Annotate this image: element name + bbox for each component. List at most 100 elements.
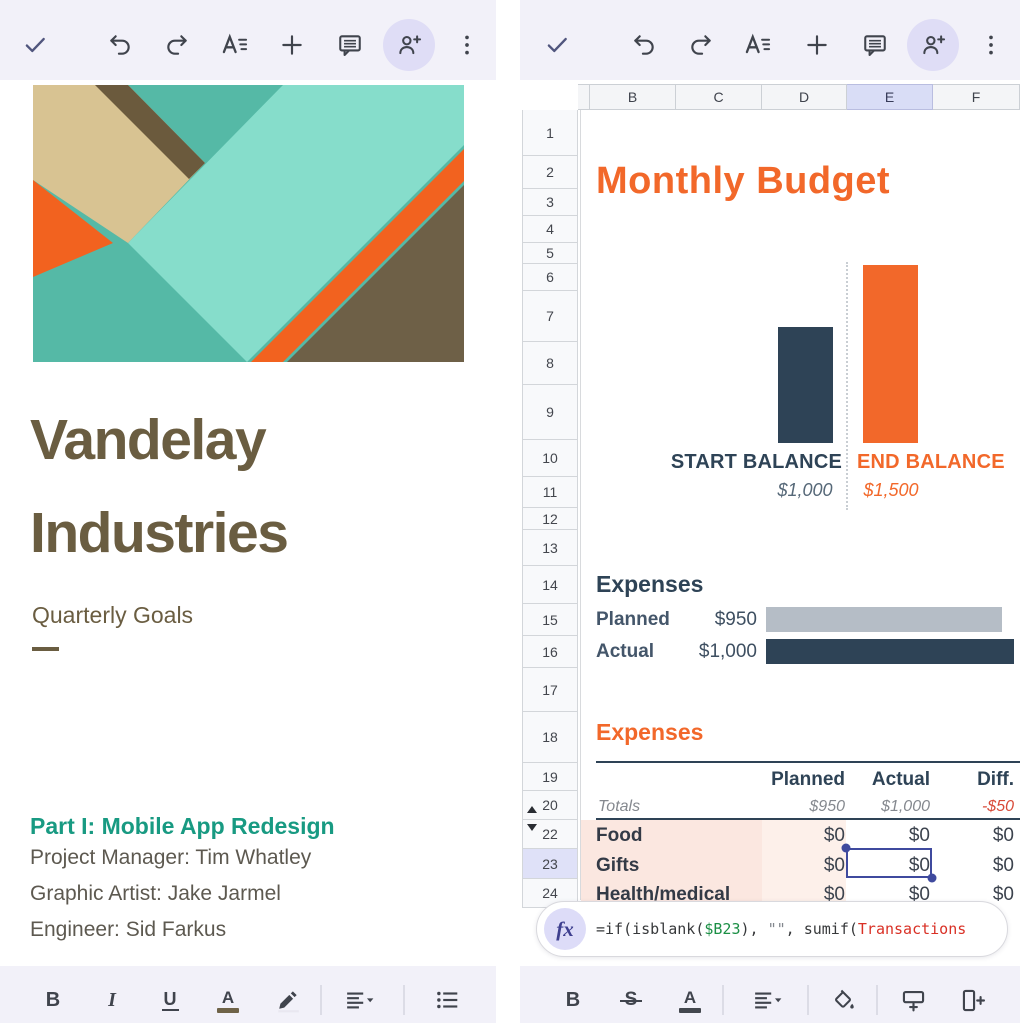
- add-person-button-background[interactable]: [907, 19, 959, 71]
- row-header[interactable]: 14: [522, 566, 578, 604]
- cell-value[interactable]: $0: [908, 884, 930, 905]
- more-options-icon[interactable]: [976, 30, 1006, 60]
- undo-icon[interactable]: [629, 30, 659, 60]
- undo-icon[interactable]: [105, 30, 135, 60]
- doc-body-line[interactable]: Engineer: Sid Farkus: [30, 918, 227, 941]
- highlight-color-button[interactable]: [273, 985, 303, 1015]
- underline-button[interactable]: U: [161, 988, 179, 1011]
- comments-icon[interactable]: [860, 30, 890, 60]
- doc-subtitle[interactable]: Quarterly Goals: [32, 602, 194, 628]
- cell-value[interactable]: $0: [823, 825, 845, 846]
- cell-value[interactable]: $0: [992, 855, 1014, 876]
- insert-icon[interactable]: [802, 30, 832, 60]
- row-header[interactable]: 15: [522, 604, 578, 636]
- totals-diff[interactable]: -$50: [981, 798, 1014, 815]
- row-header[interactable]: 9: [522, 385, 578, 440]
- table-row-label[interactable]: Health/medical: [596, 884, 731, 905]
- row-header[interactable]: 12: [522, 508, 578, 530]
- done-icon[interactable]: [20, 30, 50, 60]
- bulleted-list-button[interactable]: [432, 985, 462, 1015]
- actual-label[interactable]: Actual: [596, 641, 655, 662]
- doc-section-heading[interactable]: Part I: Mobile App Redesign: [30, 813, 335, 839]
- cover-image[interactable]: [33, 85, 464, 362]
- cell-value[interactable]: $0: [823, 855, 845, 876]
- row-header[interactable]: 2: [522, 156, 578, 189]
- sheet-title[interactable]: Monthly Budget: [596, 160, 891, 202]
- row-header[interactable]: 13: [522, 530, 578, 566]
- column-header-c[interactable]: C: [676, 84, 762, 110]
- comments-icon[interactable]: [335, 30, 365, 60]
- selection-handle-top-left[interactable]: [841, 843, 851, 853]
- column-header-b[interactable]: B: [590, 84, 676, 110]
- row-header[interactable]: 18: [522, 712, 578, 763]
- redo-icon[interactable]: [686, 30, 716, 60]
- doc-body-line[interactable]: Graphic Artist: Jake Jarmel: [30, 882, 281, 905]
- row-header[interactable]: 19: [522, 763, 578, 791]
- doc-title-line1[interactable]: Vandelay: [30, 408, 267, 472]
- selection-handle-bottom-right[interactable]: [927, 873, 937, 883]
- row-header[interactable]: 17: [522, 668, 578, 712]
- align-button[interactable]: [345, 985, 375, 1015]
- italic-button[interactable]: I: [108, 989, 116, 1011]
- cell-value[interactable]: $0: [992, 884, 1014, 905]
- row-header[interactable]: 11: [522, 477, 578, 508]
- fill-color-button[interactable]: [828, 985, 858, 1015]
- redo-icon[interactable]: [162, 30, 192, 60]
- column-header-d[interactable]: D: [762, 84, 847, 110]
- insert-icon[interactable]: [277, 30, 307, 60]
- doc-body-line[interactable]: Project Manager: Tim Whatley: [30, 846, 312, 869]
- row-header[interactable]: 8: [522, 342, 578, 385]
- row-header[interactable]: 4: [522, 216, 578, 243]
- hidden-row-expand-up-icon[interactable]: [527, 806, 537, 813]
- strikethrough-button[interactable]: S: [616, 985, 646, 1015]
- cell-value[interactable]: $0: [823, 884, 845, 905]
- table-row-label[interactable]: Food: [596, 825, 643, 846]
- cell-value[interactable]: $0: [908, 825, 930, 846]
- more-options-icon[interactable]: [452, 30, 482, 60]
- row-header[interactable]: 6: [522, 264, 578, 291]
- totals-label[interactable]: Totals: [598, 798, 641, 815]
- row-header[interactable]: 3: [522, 189, 578, 216]
- align-button[interactable]: [753, 985, 783, 1015]
- row-header[interactable]: 20: [522, 791, 578, 820]
- planned-label[interactable]: Planned: [596, 609, 670, 630]
- totals-actual[interactable]: $1,000: [881, 798, 930, 815]
- row-header[interactable]: 5: [522, 243, 578, 264]
- table-row-label[interactable]: Gifts: [596, 855, 640, 876]
- document-canvas[interactable]: Vandelay Industries Quarterly Goals Part…: [0, 80, 496, 966]
- formula-bar[interactable]: fx =if(isblank($B23), "", sumif(Transact…: [536, 901, 1008, 957]
- font-format-icon[interactable]: [220, 30, 250, 60]
- totals-planned[interactable]: $950: [809, 798, 845, 815]
- expenses-table-heading[interactable]: Expenses: [596, 719, 704, 745]
- row-header[interactable]: 7: [522, 291, 578, 342]
- row-header-selected[interactable]: 23: [522, 849, 578, 879]
- done-icon[interactable]: [542, 30, 572, 60]
- row-header[interactable]: 16: [522, 636, 578, 668]
- column-header-a-sliver[interactable]: [578, 84, 590, 110]
- font-format-icon[interactable]: [743, 30, 773, 60]
- formula-input[interactable]: =if(isblank($B23), "", sumif(Transaction…: [596, 920, 966, 938]
- add-person-button-background[interactable]: [383, 19, 435, 71]
- row-header[interactable]: 10: [522, 440, 578, 477]
- row-header[interactable]: 1: [522, 110, 578, 156]
- actual-value[interactable]: $1,000: [698, 641, 757, 662]
- insert-row-button[interactable]: [898, 985, 928, 1015]
- column-header-e-selected[interactable]: E: [847, 84, 933, 110]
- col-header-actual[interactable]: Actual: [871, 769, 930, 790]
- bold-button[interactable]: B: [565, 989, 581, 1011]
- cell-value[interactable]: $0: [992, 825, 1014, 846]
- doc-title-line2[interactable]: Industries: [30, 501, 289, 565]
- selected-cell-outline[interactable]: [846, 848, 932, 878]
- insert-column-button[interactable]: [958, 985, 988, 1015]
- column-header-f[interactable]: F: [933, 84, 1020, 110]
- hidden-row-expand-down-icon[interactable]: [527, 824, 537, 831]
- planned-value[interactable]: $950: [714, 609, 757, 630]
- row-header[interactable]: 22: [522, 820, 578, 849]
- col-header-planned[interactable]: Planned: [771, 769, 845, 790]
- text-color-button[interactable]: A: [675, 986, 705, 1016]
- bold-button[interactable]: B: [45, 989, 61, 1011]
- col-header-diff[interactable]: Diff.: [977, 769, 1014, 790]
- function-button[interactable]: fx: [544, 908, 586, 950]
- text-color-button[interactable]: A: [213, 986, 243, 1016]
- cell-value[interactable]: $0: [908, 855, 930, 876]
